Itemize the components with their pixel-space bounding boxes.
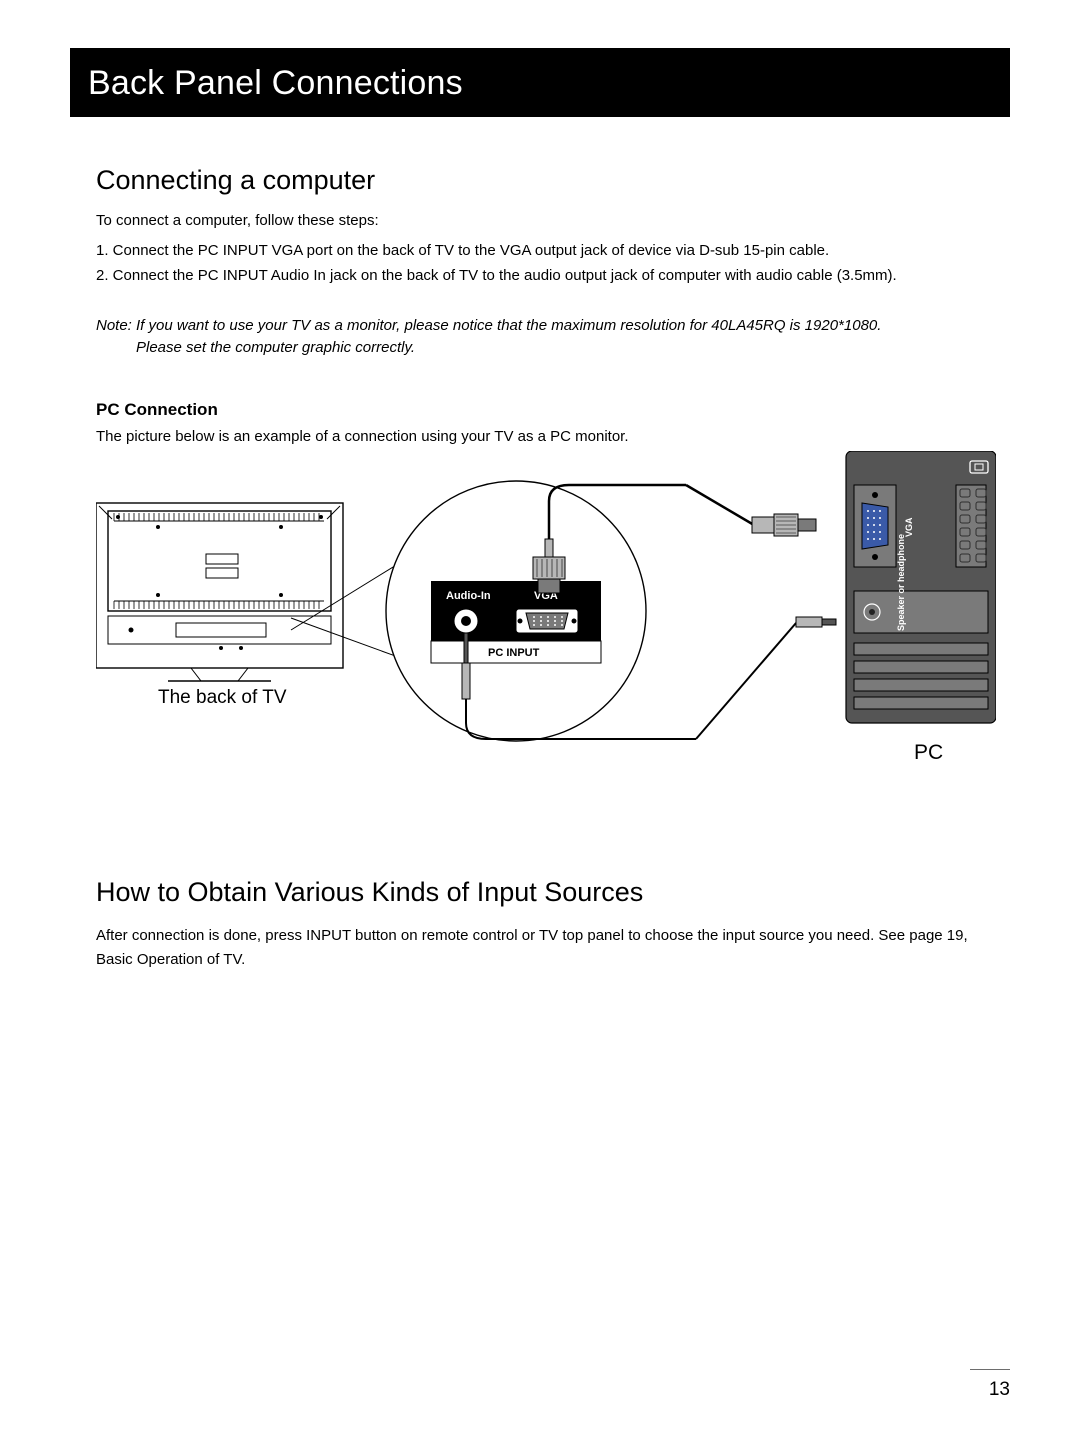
diagram-pc-label: PC	[914, 741, 943, 765]
section2-body: After connection is done, press INPUT bu…	[96, 924, 984, 971]
page-number: 13	[989, 1379, 1010, 1401]
diagram-tv-label: The back of TV	[158, 687, 287, 709]
section1-step-2: 2. Connect the PC INPUT Audio In jack on…	[96, 263, 984, 289]
section1-intro: To connect a computer, follow these step…	[96, 210, 984, 232]
connection-diagram: Audio-InVGAPC INPUTVGASpeaker or headpho…	[96, 451, 984, 791]
svg-text:PC INPUT: PC INPUT	[488, 647, 540, 659]
banner-title: Back Panel Connections	[88, 64, 463, 102]
svg-text:Audio-In: Audio-In	[446, 590, 491, 602]
page-number-rule	[970, 1369, 1010, 1370]
section1-step-1: 1. Connect the PC INPUT VGA port on the …	[96, 238, 984, 264]
section2-heading: How to Obtain Various Kinds of Input Sou…	[96, 877, 984, 908]
svg-text:Speaker or headphone: Speaker or headphone	[896, 534, 906, 631]
section1-note-line2: Please set the computer graphic correctl…	[96, 337, 984, 359]
page-banner: Back Panel Connections	[70, 48, 1010, 117]
pcconn-heading: PC Connection	[96, 400, 984, 420]
page-number-value: 13	[989, 1379, 1010, 1400]
section1-heading: Connecting a computer	[96, 165, 984, 196]
pcconn-desc: The picture below is an example of a con…	[96, 428, 984, 445]
section1-note-line1: Note: If you want to use your TV as a mo…	[96, 315, 984, 337]
